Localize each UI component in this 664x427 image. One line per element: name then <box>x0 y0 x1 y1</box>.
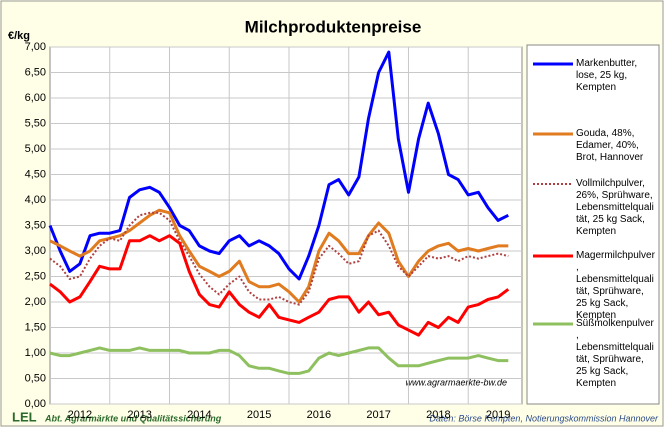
x-tick-label: 2017 <box>366 409 390 421</box>
legend-label: Markenbutter, lose, 25 kg, Kempten <box>576 58 638 93</box>
series-line <box>49 346 509 375</box>
footer-left: Abt. Agrarmärkte und Qualitätssicherung <box>44 413 222 423</box>
y-tick-label: 0,00 <box>25 398 46 410</box>
y-axis-label: €/kg <box>8 30 30 42</box>
y-tick-label: 1,50 <box>25 321 46 333</box>
series-line <box>48 50 509 281</box>
y-tick-label: 6,00 <box>25 92 46 104</box>
x-tick-label: 2019 <box>486 409 510 421</box>
y-tick-label: 5,00 <box>25 143 46 155</box>
y-tick-label: 0,50 <box>25 372 46 384</box>
x-tick-label: 2018 <box>426 409 450 421</box>
y-tick-label: 3,50 <box>25 219 46 231</box>
y-tick-label: 2,50 <box>25 270 46 282</box>
legend-box <box>526 44 660 405</box>
x-tick-label: 2014 <box>187 409 211 421</box>
legend-label: Vollmilchpulver, 26%, Sprühware, Lebensm… <box>576 178 654 237</box>
chart-title: Milchproduktenpreise <box>245 17 422 36</box>
y-tick-label: 4,00 <box>25 194 46 206</box>
y-tick-label: 2,00 <box>25 296 46 308</box>
x-tick-label: 2013 <box>127 409 151 421</box>
logo: LEL <box>12 409 37 424</box>
x-tick-label: 2015 <box>247 409 271 421</box>
legend-label: Süßmolkenpulver, Lebensmittelqualität, S… <box>576 318 654 389</box>
y-tick-label: 4,50 <box>25 168 46 180</box>
series-line <box>49 234 510 337</box>
x-tick-label: 2012 <box>68 409 92 421</box>
y-tick-label: 7,00 <box>25 41 46 53</box>
y-tick-label: 6,50 <box>25 66 46 78</box>
legend-label: Gouda, 48%, Edamer, 40%, Brot, Hannover <box>576 128 644 163</box>
y-tick-label: 3,00 <box>25 245 46 257</box>
y-tick-label: 5,50 <box>25 117 46 129</box>
y-tick-label: 1,00 <box>25 347 46 359</box>
footer-right: Daten: Börse Kempten, Notierungskommissi… <box>429 413 659 423</box>
watermark: www.agrarmaerkte-bw.de <box>405 377 507 387</box>
x-tick-label: 2016 <box>307 409 331 421</box>
legend-label: Magermilchpulver, Lebensmittelqualität, … <box>576 250 655 321</box>
